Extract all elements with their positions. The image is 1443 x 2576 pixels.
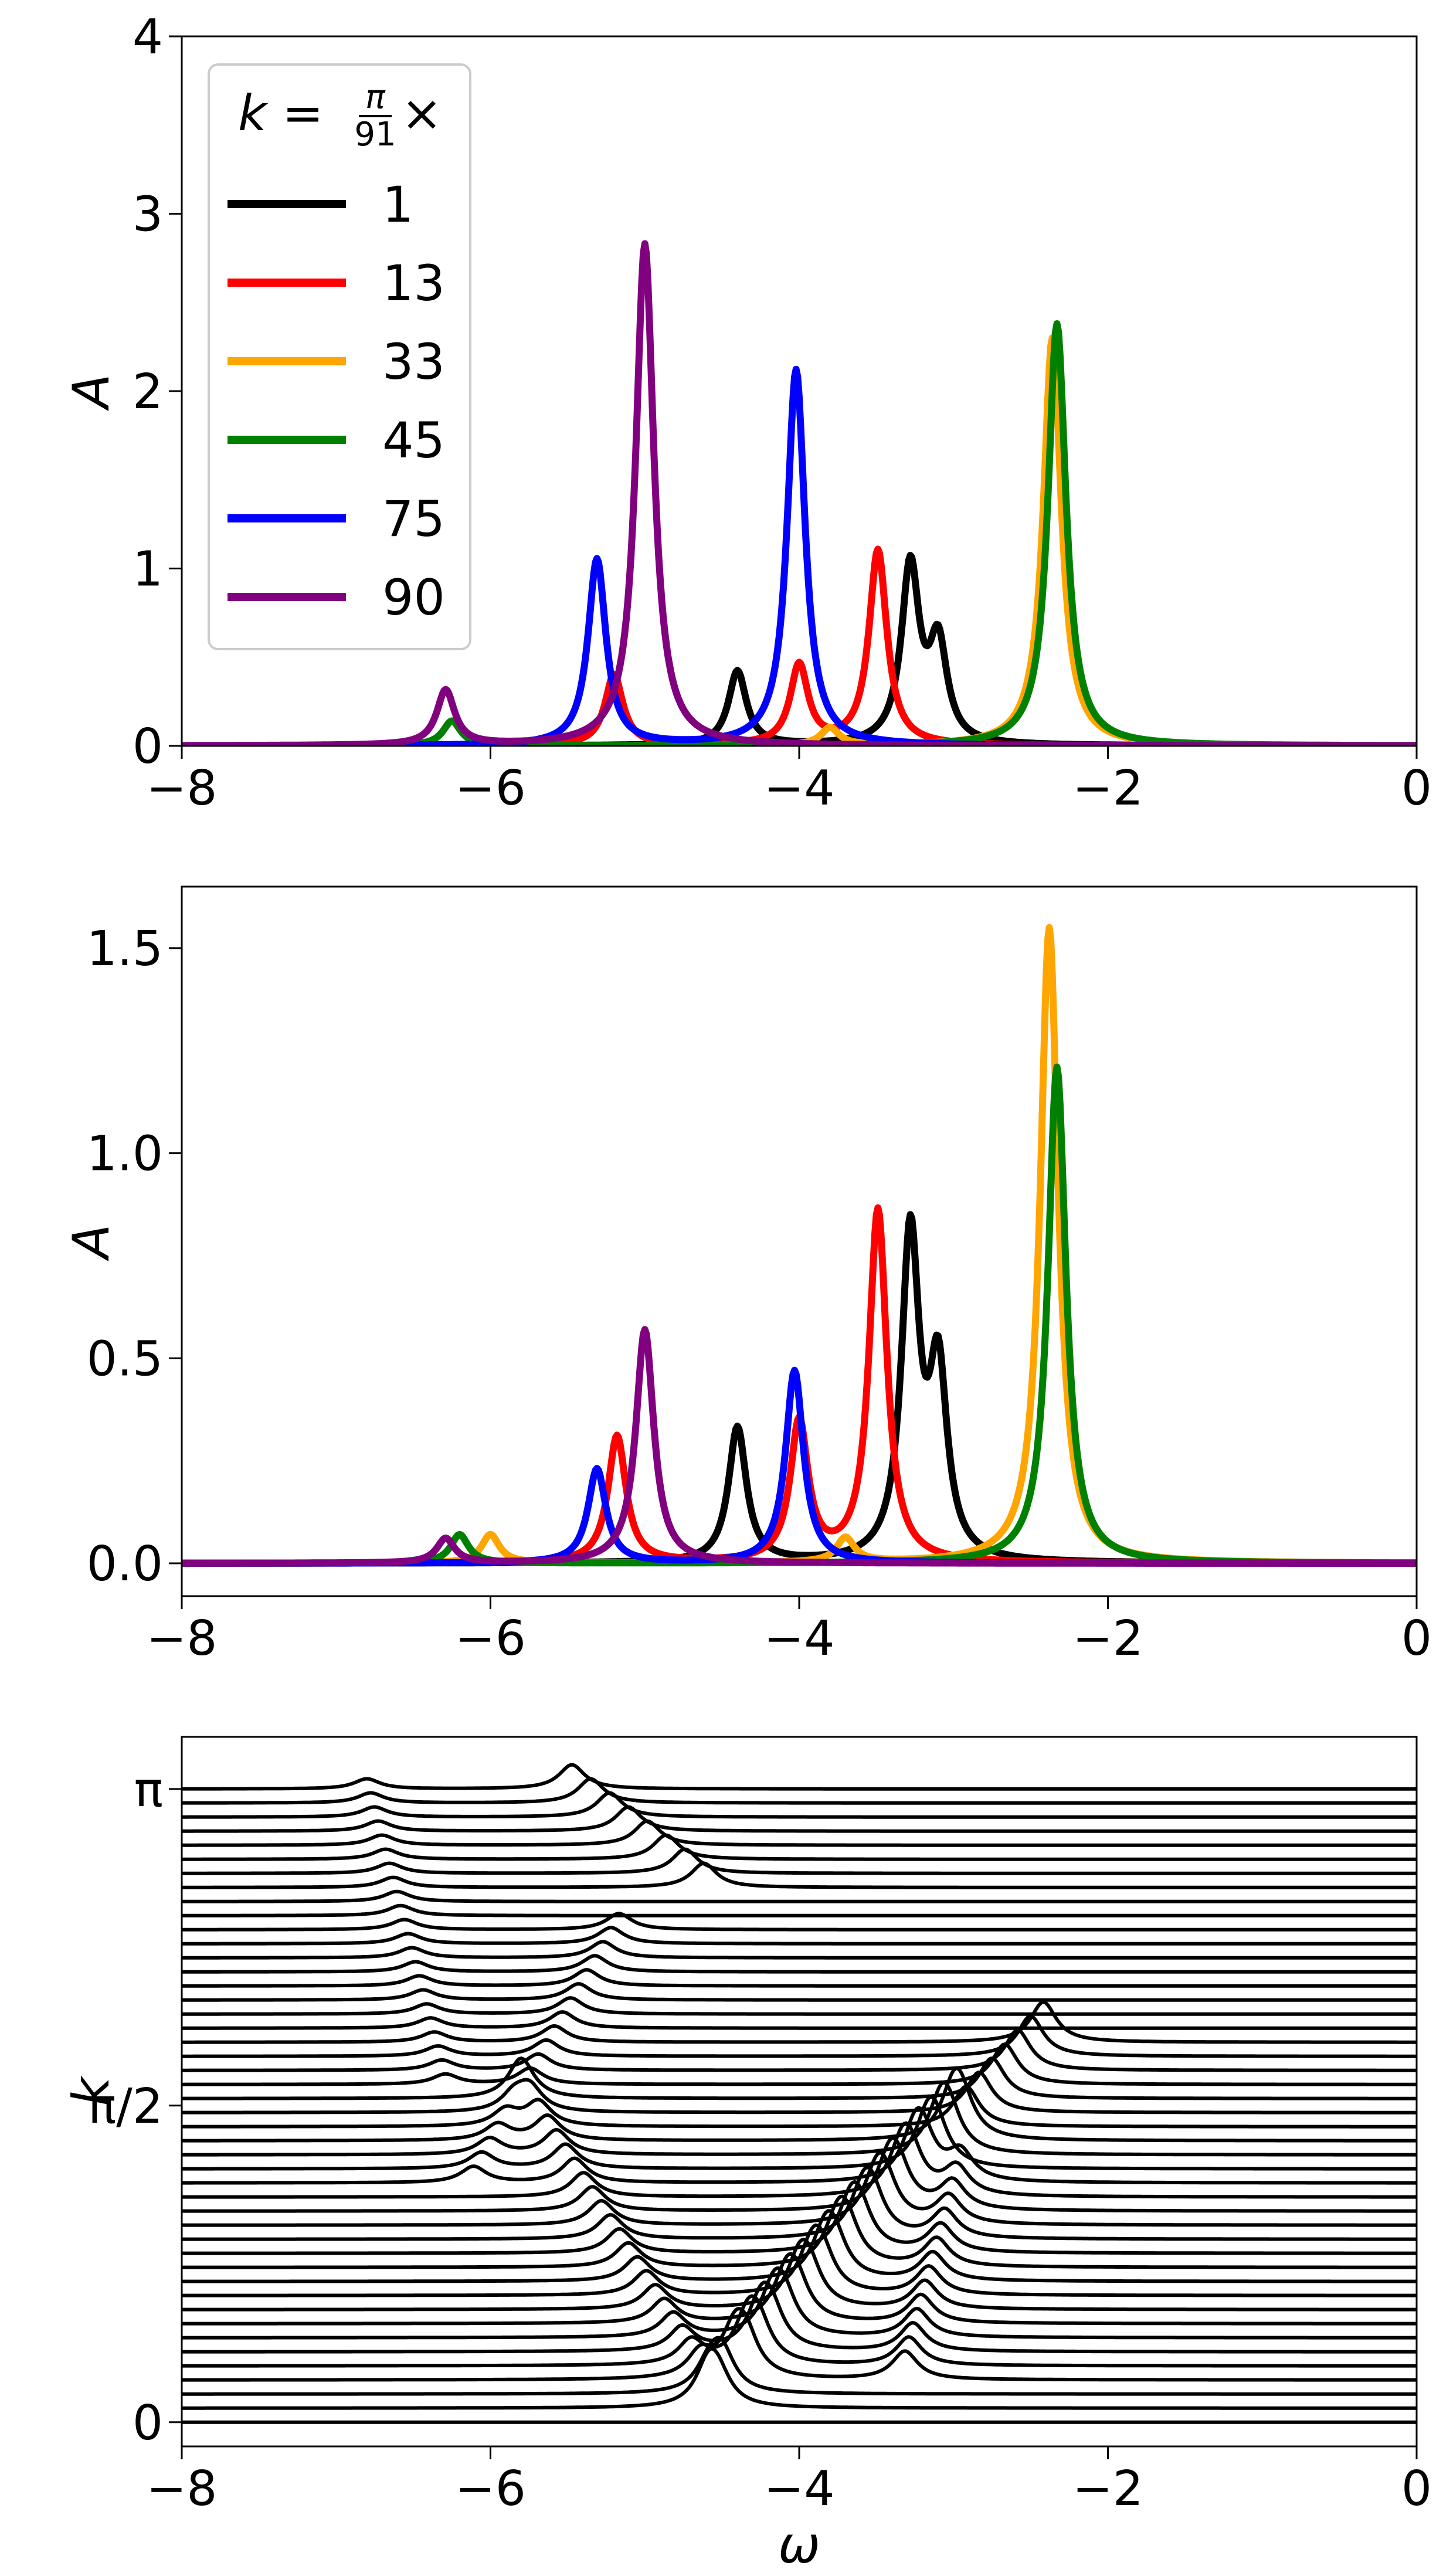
y-tick-label: 0.5 bbox=[87, 1331, 163, 1387]
waterfall-line bbox=[182, 2136, 1417, 2213]
waterfall-line bbox=[182, 1982, 1417, 2002]
x-tick-label: −2 bbox=[1072, 1611, 1143, 1667]
waterfall-line bbox=[182, 2151, 1417, 2227]
waterfall-line bbox=[182, 1940, 1417, 1960]
waterfall-line bbox=[182, 2336, 1417, 2396]
legend-title-numerator: π bbox=[365, 78, 386, 116]
legend: k = π91 × 1 13 33 45 75 90 bbox=[208, 63, 471, 650]
y-tick-label: 0 bbox=[133, 719, 163, 775]
top-panel: −8 −6 −4 −2 0 0 1 2 3 4 Ak = π91 × 1 13 33 45 75 90 bbox=[62, 9, 1432, 816]
waterfall-line bbox=[182, 1968, 1417, 1988]
waterfall-line bbox=[182, 2266, 1417, 2340]
legend-title: k = bbox=[238, 84, 324, 142]
y-tick-label: 1.5 bbox=[87, 921, 163, 977]
y-tick-label: 2 bbox=[133, 364, 163, 420]
waterfall-line bbox=[182, 1861, 1417, 1889]
waterfall-line bbox=[182, 2209, 1417, 2283]
waterfall-line bbox=[182, 2106, 1417, 2185]
x-tick-label: −2 bbox=[1072, 761, 1143, 816]
x-tick-label: −4 bbox=[764, 1611, 835, 1667]
waterfall-line bbox=[182, 1903, 1417, 1917]
waterfall-line bbox=[182, 2121, 1417, 2199]
waterfall-line bbox=[182, 1996, 1417, 2016]
x-tick-label: 0 bbox=[1401, 761, 1432, 816]
legend-label-1: 1 bbox=[382, 176, 413, 233]
legend-label-75: 75 bbox=[382, 490, 445, 548]
middle-panel: −8 −6 −4 −2 0 0.0 0.5 1.0 1.5 A bbox=[62, 885, 1432, 1667]
axes-frame bbox=[181, 885, 1418, 1597]
x-tick-label: −4 bbox=[764, 761, 835, 816]
y-tick-label: π bbox=[134, 1762, 163, 1818]
waterfall-line bbox=[182, 2056, 1417, 2100]
waterfall-line bbox=[182, 1819, 1417, 1847]
y-tick-label: 1.0 bbox=[87, 1126, 163, 1182]
waterfall-line bbox=[182, 1889, 1417, 1903]
series-line-90 bbox=[182, 1326, 1417, 1567]
waterfall-line bbox=[182, 1805, 1417, 1833]
waterfall-line bbox=[182, 1777, 1417, 1805]
x-tick-label: −8 bbox=[147, 1611, 218, 1667]
waterfall-line bbox=[182, 2028, 1417, 2072]
waterfall-line bbox=[182, 2081, 1417, 2157]
waterfall-line bbox=[182, 1833, 1417, 1861]
x-tick-label: 0 bbox=[1401, 1611, 1432, 1667]
x-tick-label: −6 bbox=[455, 761, 526, 816]
y-tick-label: 0.0 bbox=[87, 1536, 163, 1592]
x-axis-label: ω bbox=[778, 2516, 820, 2575]
y-tick-label: 1 bbox=[133, 542, 163, 598]
waterfall-line bbox=[182, 2280, 1417, 2354]
waterfall-line bbox=[182, 2347, 1417, 2410]
waterfall-line bbox=[182, 2294, 1417, 2368]
waterfall-line bbox=[182, 2066, 1417, 2143]
waterfall-line bbox=[182, 1791, 1417, 1819]
waterfall-line bbox=[182, 2306, 1417, 2382]
x-tick-label: −8 bbox=[147, 2461, 218, 2517]
y-tick-label: 0 bbox=[133, 2395, 163, 2451]
x-tick-label: −2 bbox=[1072, 2461, 1143, 2517]
y-axis-label: A bbox=[62, 374, 121, 412]
waterfall-line bbox=[182, 1847, 1417, 1875]
waterfall-line bbox=[182, 2000, 1417, 2044]
legend-label-45: 45 bbox=[382, 412, 445, 469]
legend-label-33: 33 bbox=[382, 333, 445, 391]
x-tick-label: −6 bbox=[455, 2461, 526, 2517]
legend-label-90: 90 bbox=[382, 569, 445, 626]
waterfall-line bbox=[182, 1763, 1417, 1791]
series-line-75 bbox=[182, 1366, 1417, 1567]
waterfall-line bbox=[182, 2084, 1417, 2129]
bottom-panel: −8 −6 −4 −2 0 0 π/2 π k ω bbox=[62, 1736, 1432, 2575]
x-tick-label: −6 bbox=[455, 1611, 526, 1667]
waterfall-line bbox=[182, 2095, 1417, 2171]
waterfall-line bbox=[182, 2180, 1417, 2255]
series-line-45 bbox=[182, 1063, 1417, 1567]
x-tick-label: −8 bbox=[147, 761, 218, 816]
waterfall-line bbox=[182, 2071, 1417, 2115]
y-tick-label: 4 bbox=[133, 9, 163, 65]
waterfall-line bbox=[182, 2042, 1417, 2086]
y-axis-label: A bbox=[62, 1224, 121, 1262]
waterfall-line bbox=[182, 2238, 1417, 2312]
waterfall-line bbox=[182, 2014, 1417, 2058]
waterfall-line bbox=[182, 1954, 1417, 1974]
plot-area bbox=[182, 1763, 1417, 2424]
plot-area bbox=[182, 924, 1417, 1567]
legend-box bbox=[208, 63, 471, 650]
x-tick-label: 0 bbox=[1401, 2461, 1432, 2517]
waterfall-line bbox=[182, 1912, 1417, 1932]
legend-title-suffix: × bbox=[401, 84, 442, 142]
y-axis-label: k bbox=[62, 2075, 121, 2106]
waterfall-line bbox=[182, 2194, 1417, 2269]
waterfall-line bbox=[182, 2010, 1417, 2030]
legend-label-13: 13 bbox=[382, 254, 445, 312]
waterfall-line bbox=[182, 1926, 1417, 1946]
y-tick-label: π/2 bbox=[87, 2079, 163, 2134]
y-tick-label: 3 bbox=[133, 187, 163, 243]
x-tick-label: −4 bbox=[764, 2461, 835, 2517]
series-line-33 bbox=[182, 924, 1417, 1567]
legend-title-denominator: 91 bbox=[354, 116, 396, 154]
waterfall-line bbox=[182, 2165, 1417, 2241]
